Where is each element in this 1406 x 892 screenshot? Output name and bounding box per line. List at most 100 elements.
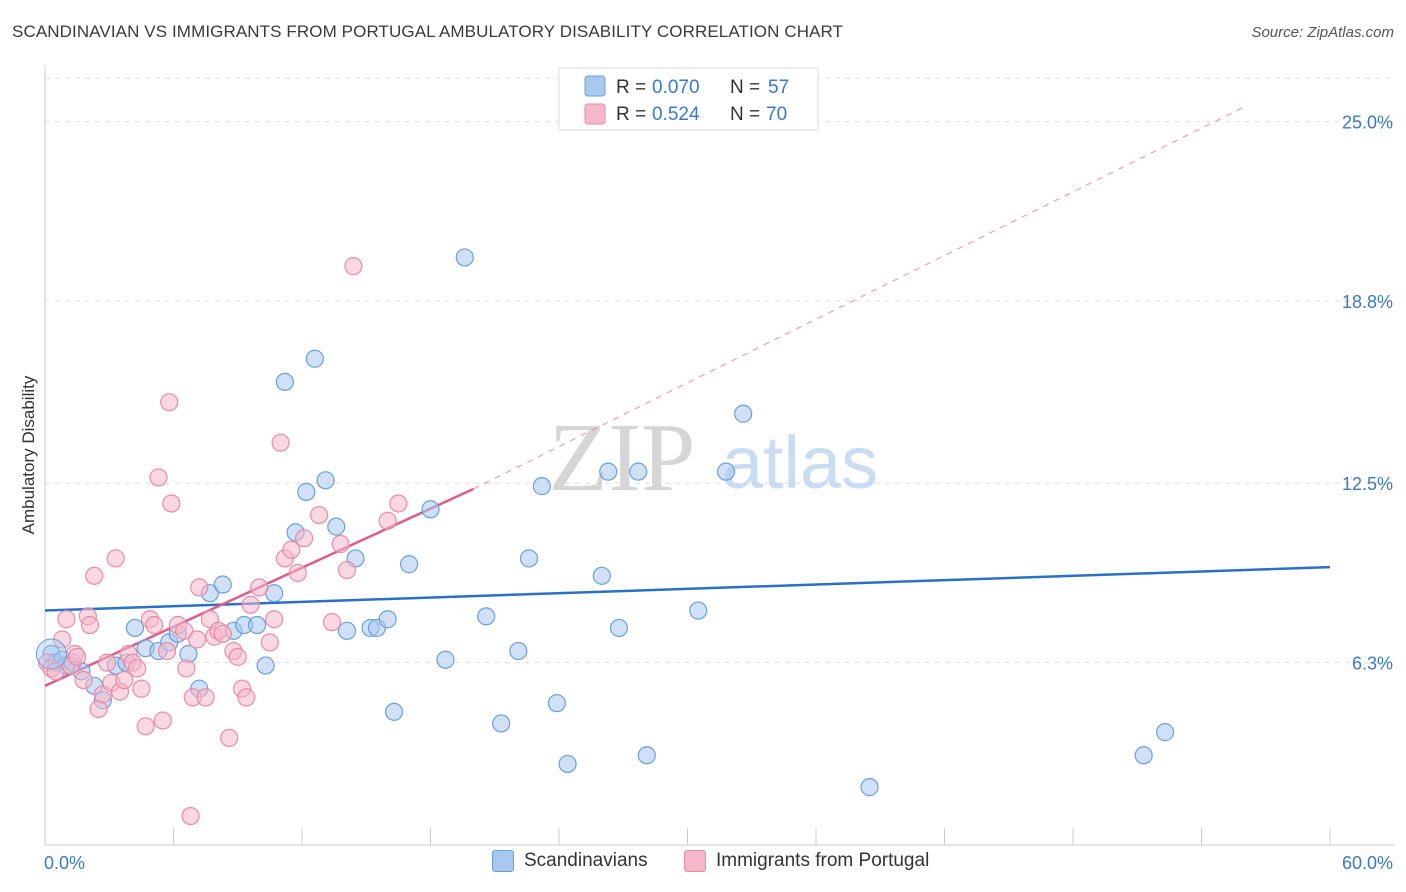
- portugal-point: [57, 610, 76, 629]
- legend-item-scandinavians: Scandinavians: [492, 850, 648, 872]
- legend-r-label-1: R =: [616, 77, 646, 98]
- watermark-atlas: atlas: [722, 421, 878, 504]
- scandinavian-point: [492, 714, 511, 733]
- scandinavian-point: [399, 555, 419, 574]
- portugal-point: [162, 494, 181, 513]
- portugal-point: [288, 563, 307, 583]
- portugal-point: [127, 659, 147, 678]
- legend-label-portugal: Immigrants from Portugal: [716, 850, 930, 871]
- portugal-point: [265, 610, 284, 629]
- scandinavian-point: [860, 778, 879, 797]
- legend-label-scandinavians: Scandinavians: [524, 850, 648, 871]
- portugal-point: [149, 468, 168, 487]
- portugal-point: [389, 494, 408, 513]
- scandinavian-point: [609, 618, 629, 638]
- portugal-point: [282, 540, 301, 559]
- scandinavian-point: [125, 618, 145, 638]
- portugal-point: [196, 688, 215, 707]
- legend-swatch-pink: [584, 103, 606, 125]
- portugal-point: [271, 433, 290, 452]
- portugal-point: [190, 578, 209, 597]
- legend-bottom: Scandinavians Immigrants from Portugal: [0, 850, 1406, 880]
- portugal-point: [145, 615, 164, 635]
- scandinavian-point: [558, 754, 577, 774]
- scandinavian-point: [599, 462, 618, 481]
- portugal-point: [177, 659, 196, 678]
- legend-r-value-2: 0.524: [652, 104, 700, 125]
- portugal-point: [132, 679, 151, 698]
- portugal-point: [175, 621, 194, 640]
- portugal-point: [237, 688, 256, 707]
- portugal-point: [228, 647, 247, 666]
- scandinavian-point: [1155, 723, 1175, 742]
- legend-r-label-2: R =: [616, 104, 646, 125]
- x-tick-label-min: 0.0%: [44, 853, 85, 873]
- watermark: ZIP atlas: [549, 404, 879, 512]
- scandinavian-point: [378, 610, 397, 629]
- data-points: [35, 248, 1175, 826]
- scandinavian-point: [297, 482, 316, 501]
- portugal-point: [310, 505, 329, 525]
- scandinavian-point: [305, 349, 324, 368]
- watermark-zip: ZIP: [549, 404, 696, 512]
- legend-swatch-blue: [584, 75, 606, 97]
- portugal-point: [241, 595, 260, 614]
- trend-lines: [44, 106, 1331, 687]
- portugal-point: [68, 647, 87, 666]
- chart-title: SCANDINAVIAN VS IMMIGRANTS FROM PORTUGAL…: [12, 22, 844, 41]
- scandinavian-trend-line: [44, 565, 1331, 612]
- portugal-point: [157, 641, 177, 661]
- scandinavian-point: [637, 746, 656, 765]
- y-axis-label: Ambulatory Disability: [19, 375, 38, 534]
- scandinavian-point: [213, 575, 232, 594]
- legend-n-label-1: N =: [730, 77, 760, 98]
- legend-top: R = 0.070 N = 57 R = 0.524 N = 70: [558, 67, 819, 131]
- legend-n-value-2: 70: [766, 104, 787, 125]
- portugal-point: [74, 670, 93, 690]
- y-tick-labels: 6.3% 12.5% 18.8% 25.0%: [1342, 112, 1393, 673]
- scandinavian-point: [247, 615, 267, 635]
- scandinavian-point: [734, 404, 753, 423]
- portugal-point: [85, 566, 104, 585]
- portugal-point: [115, 670, 134, 690]
- portugal-point: [337, 560, 357, 580]
- scandinavian-point: [547, 694, 566, 713]
- portugal-point: [344, 257, 363, 276]
- portugal-point: [136, 717, 155, 736]
- y-tick-label: 12.5%: [1342, 474, 1393, 494]
- scandinavian-point: [592, 566, 611, 585]
- scandinavian-point: [316, 471, 335, 490]
- portugal-point: [187, 630, 207, 649]
- source-label: Source: ZipAtlas.com: [1251, 24, 1394, 41]
- scandinavian-point: [629, 462, 648, 481]
- legend-swatch-scandinavians: [492, 850, 514, 872]
- portugal-point: [331, 534, 350, 554]
- scandinavian-point: [477, 607, 496, 626]
- scandinavian-cluster-point: [35, 638, 67, 670]
- portugal-point: [213, 624, 232, 643]
- portugal-point: [106, 549, 125, 568]
- legend-n-value-1: 57: [768, 77, 789, 98]
- scandinavian-point: [716, 462, 736, 481]
- legend-item-portugal: Immigrants from Portugal: [684, 850, 929, 872]
- x-tick-label-max: 60.0%: [1342, 853, 1393, 873]
- scandinavian-point: [689, 601, 708, 620]
- y-tick-label: 18.8%: [1342, 292, 1393, 312]
- portugal-point: [98, 653, 117, 672]
- legend-r-value-1: 0.070: [652, 77, 700, 98]
- portugal-point: [80, 615, 100, 635]
- portugal-point: [322, 613, 342, 632]
- legend-swatch-portugal: [684, 850, 706, 872]
- scandinavian-point: [1134, 746, 1153, 765]
- portugal-point: [160, 393, 179, 412]
- scandinavian-point: [532, 477, 551, 496]
- grid-lines: [45, 77, 1395, 664]
- scandinavian-point: [509, 641, 528, 661]
- scandinavian-point: [337, 621, 357, 640]
- portugal-point: [260, 633, 279, 652]
- portugal-point: [181, 806, 200, 826]
- portugal-point: [250, 578, 269, 597]
- portugal-point: [153, 711, 172, 730]
- scandinavian-point: [327, 517, 346, 536]
- y-tick-label: 25.0%: [1342, 112, 1393, 132]
